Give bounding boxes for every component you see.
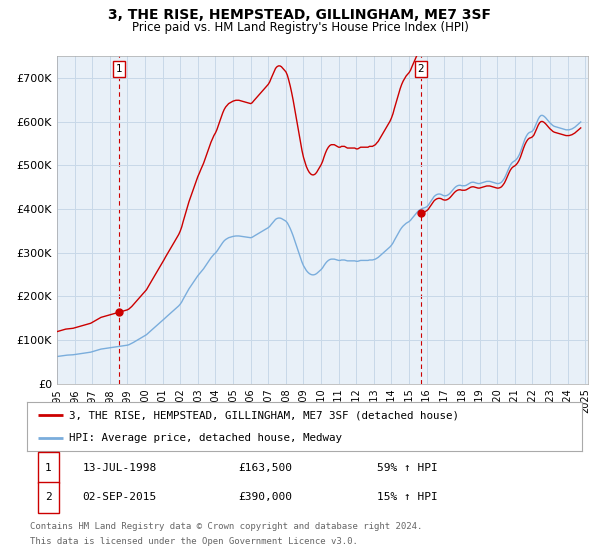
Text: £163,500: £163,500 <box>238 463 292 473</box>
Text: 3, THE RISE, HEMPSTEAD, GILLINGHAM, ME7 3SF: 3, THE RISE, HEMPSTEAD, GILLINGHAM, ME7 … <box>109 8 491 22</box>
Text: HPI: Average price, detached house, Medway: HPI: Average price, detached house, Medw… <box>68 433 341 444</box>
FancyBboxPatch shape <box>38 452 59 483</box>
Text: 59% ↑ HPI: 59% ↑ HPI <box>377 463 437 473</box>
Text: 2: 2 <box>45 492 52 502</box>
Text: This data is licensed under the Open Government Licence v3.0.: This data is licensed under the Open Gov… <box>30 538 358 547</box>
Text: Price paid vs. HM Land Registry's House Price Index (HPI): Price paid vs. HM Land Registry's House … <box>131 21 469 34</box>
Text: 02-SEP-2015: 02-SEP-2015 <box>83 492 157 502</box>
Text: £390,000: £390,000 <box>238 492 292 502</box>
Text: 15% ↑ HPI: 15% ↑ HPI <box>377 492 437 502</box>
Text: 3, THE RISE, HEMPSTEAD, GILLINGHAM, ME7 3SF (detached house): 3, THE RISE, HEMPSTEAD, GILLINGHAM, ME7 … <box>68 410 458 421</box>
Text: 2: 2 <box>418 64 424 74</box>
Text: 13-JUL-1998: 13-JUL-1998 <box>83 463 157 473</box>
Text: 1: 1 <box>45 463 52 473</box>
Text: Contains HM Land Registry data © Crown copyright and database right 2024.: Contains HM Land Registry data © Crown c… <box>30 522 422 531</box>
FancyBboxPatch shape <box>38 482 59 513</box>
Text: 1: 1 <box>116 64 122 74</box>
